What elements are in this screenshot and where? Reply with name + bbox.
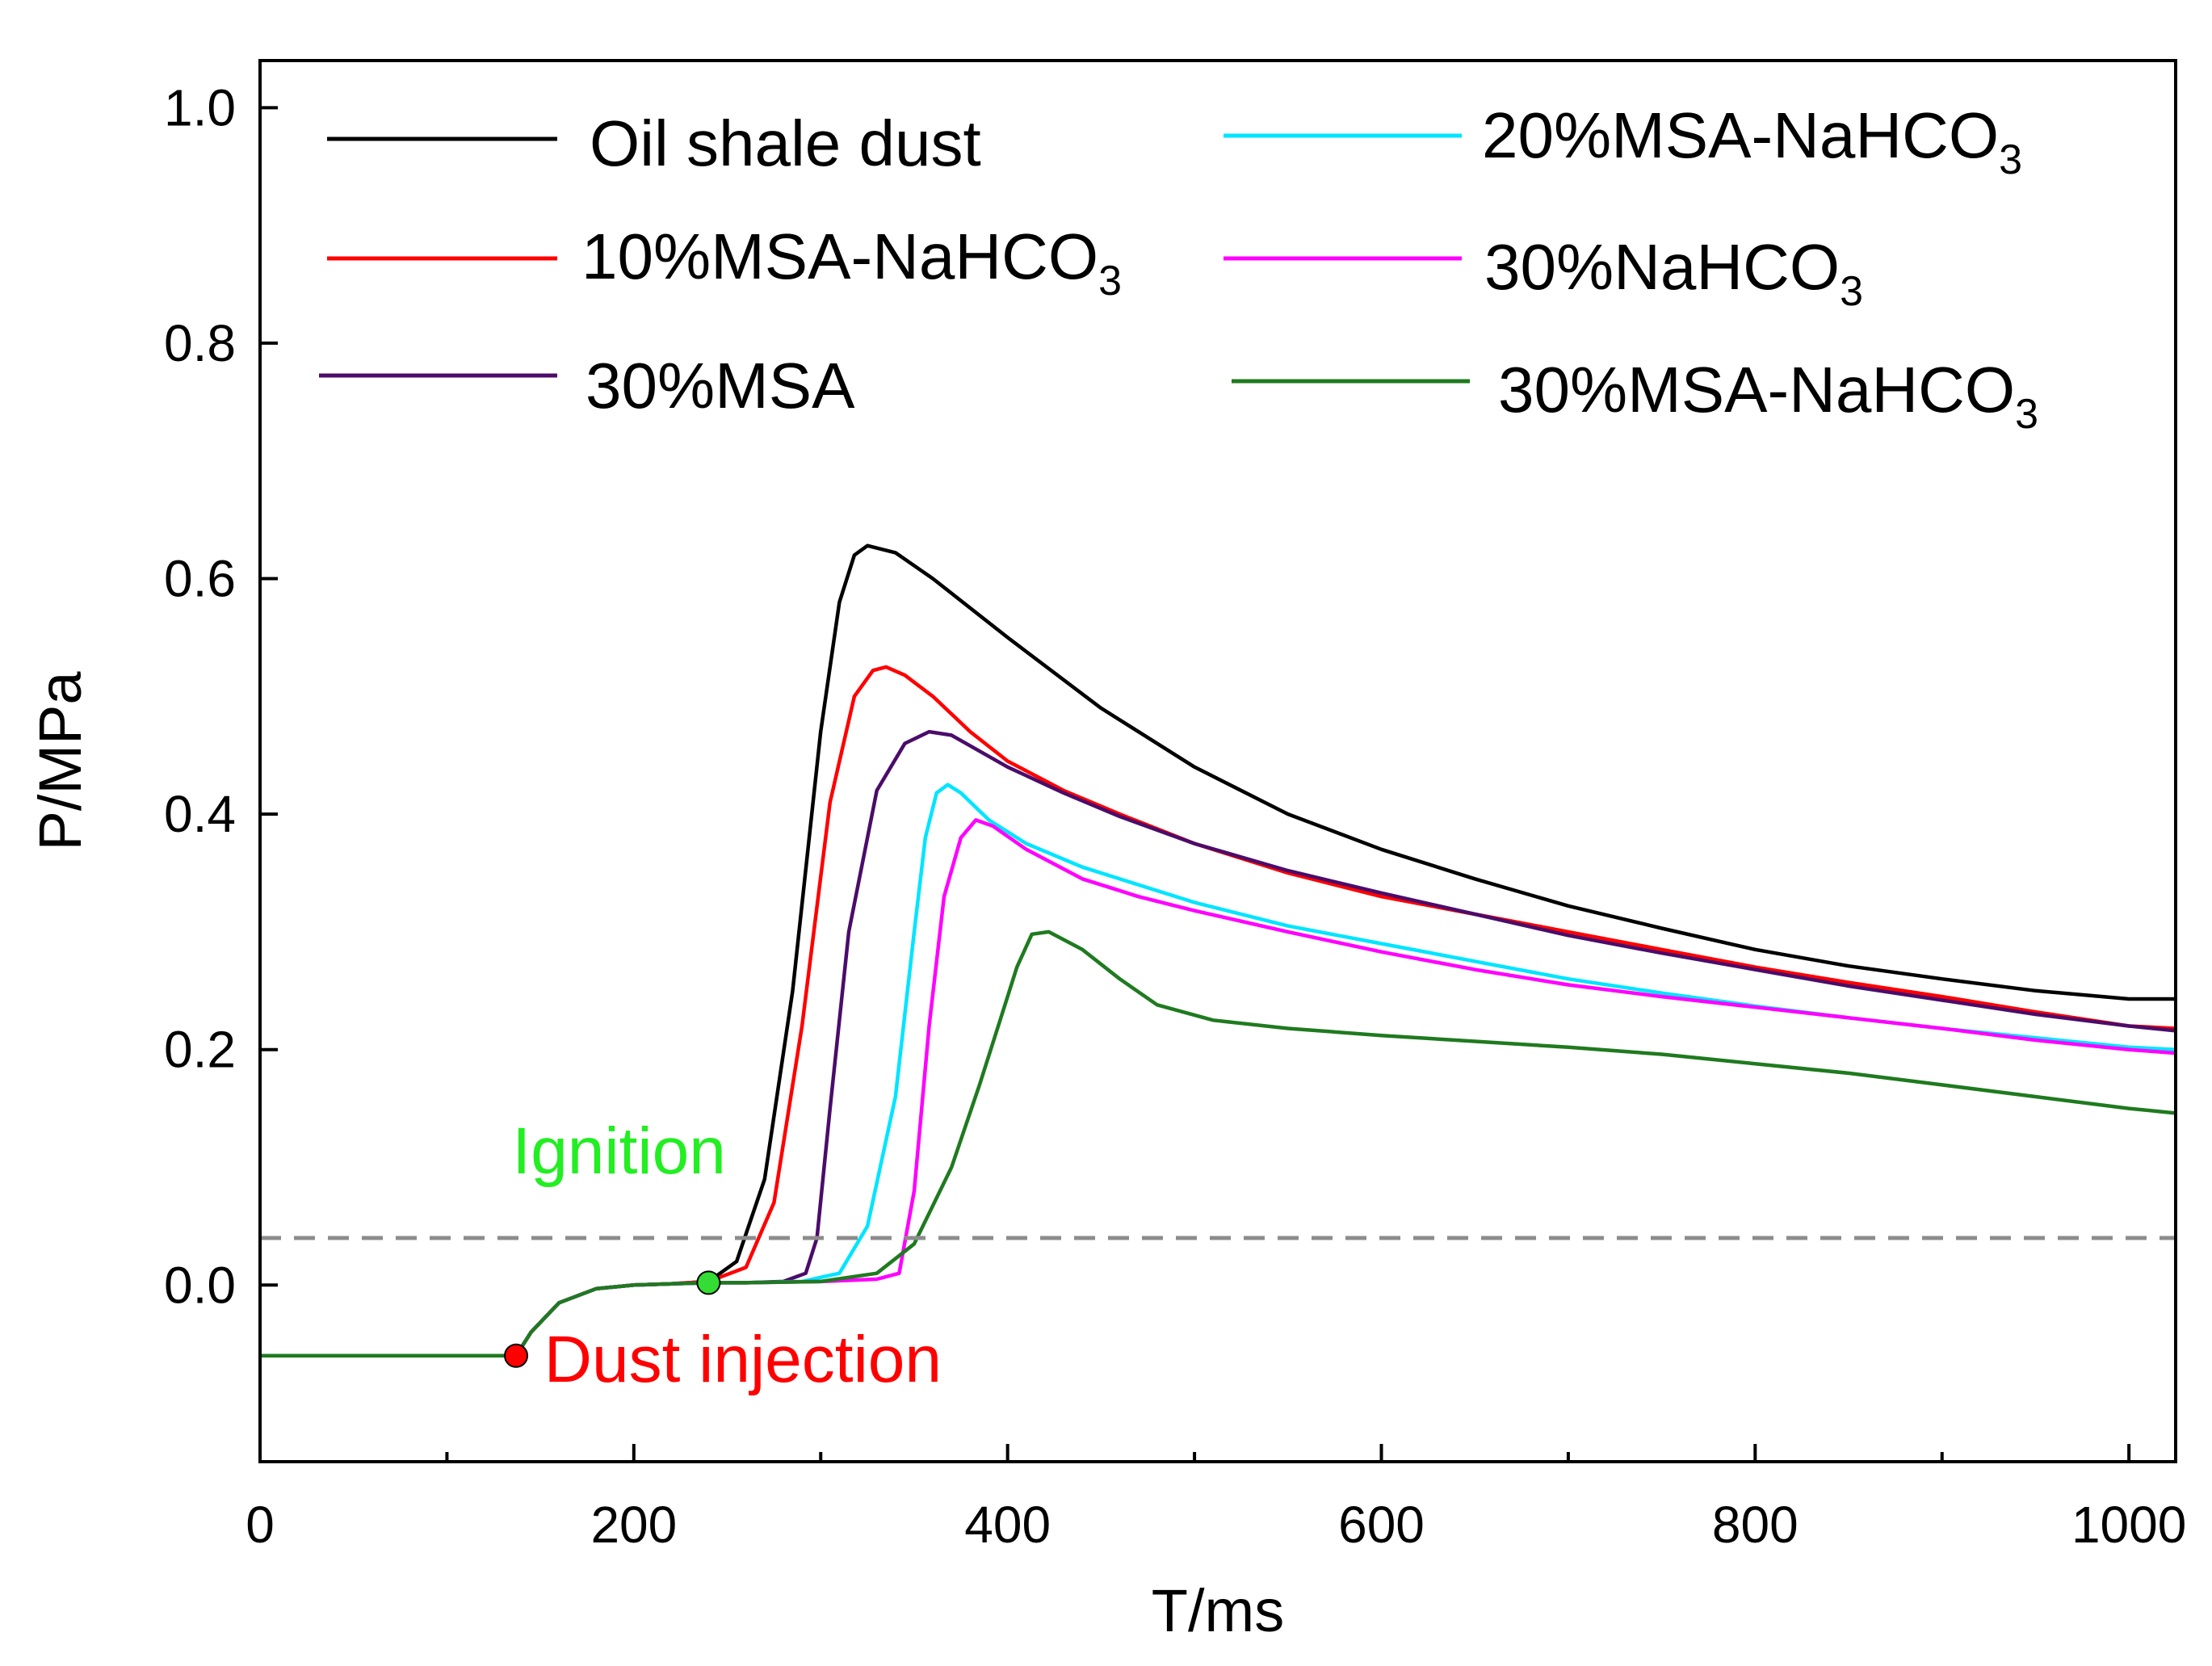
legend-label-main: 10%MSA-NaHCO xyxy=(581,220,1098,292)
legend-label: 20%MSA-NaHCO3 xyxy=(1482,99,2022,183)
y-axis-label: P/MPa xyxy=(27,671,94,851)
x-tick-label: 1000 xyxy=(2071,1496,2186,1554)
legend-label-subscript: 3 xyxy=(1098,258,1122,304)
y-tick-label: 0.8 xyxy=(164,314,236,372)
y-tick-label: 0.4 xyxy=(164,785,236,843)
y-tick-label: 0.2 xyxy=(164,1021,236,1079)
legend-item-2: 10%MSA-NaHCO3 xyxy=(327,220,1122,304)
legend-label-main: Oil shale dust xyxy=(590,107,981,179)
legend-label: Oil shale dust xyxy=(590,107,981,179)
dust-injection-marker xyxy=(504,1343,529,1368)
marker-layer xyxy=(504,1270,721,1368)
legend-label: 10%MSA-NaHCO3 xyxy=(581,220,1122,304)
dust-injection-label: Dust injection xyxy=(544,1323,942,1396)
legend-item-4: 20%MSA-NaHCO3 xyxy=(1224,99,2022,183)
ignition-label: Ignition xyxy=(512,1114,725,1188)
legend-label-subscript: 3 xyxy=(1840,268,1863,315)
series-line-6 xyxy=(260,930,2176,1358)
legend-item-5: 30%NaHCO3 xyxy=(1224,231,1863,315)
ignition-marker xyxy=(696,1270,721,1295)
legend-label: 30%NaHCO3 xyxy=(1484,231,1863,315)
legend-label-main: 30%MSA xyxy=(586,350,855,422)
legend-label: 30%MSA-NaHCO3 xyxy=(1498,354,2038,438)
legend-item-3: 30%MSA xyxy=(319,350,855,422)
legend-label-main: 20%MSA-NaHCO xyxy=(1482,99,1999,171)
plot-frame xyxy=(258,59,2177,1463)
legend-label: 30%MSA xyxy=(586,350,855,422)
y-tick-label: 0.6 xyxy=(164,550,236,608)
x-tick-label: 800 xyxy=(1712,1496,1799,1554)
series-layer xyxy=(260,543,2176,1358)
annotation-layer: Ignition Dust injection xyxy=(512,1114,942,1396)
legend-label-subscript: 3 xyxy=(1999,136,2022,183)
x-axis-label: T/ms xyxy=(1152,1577,1284,1644)
x-tick-label: 600 xyxy=(1338,1496,1425,1554)
legend-label-main: 30%MSA-NaHCO xyxy=(1498,354,2015,426)
y-tick-label: 1.0 xyxy=(164,78,236,136)
legend-item-1: Oil shale dust xyxy=(327,107,981,179)
axes-layer: 0 200 400 600 800 1000 0.0 0.2 0.4 0.6 0.8 1.0 xyxy=(164,78,2186,1554)
x-tick-label: 200 xyxy=(590,1496,677,1554)
legend-label-subscript: 3 xyxy=(2015,391,2038,438)
legend-label-main: 30%NaHCO xyxy=(1484,231,1840,303)
legend-item-6: 30%MSA-NaHCO3 xyxy=(1232,354,2038,438)
x-tick-label: 400 xyxy=(964,1496,1051,1554)
x-tick-label: 0 xyxy=(246,1496,275,1554)
legend: Oil shale dust10%MSA-NaHCO330%MSA20%MSA-… xyxy=(319,99,2038,438)
y-tick-label: 0.0 xyxy=(164,1256,236,1314)
